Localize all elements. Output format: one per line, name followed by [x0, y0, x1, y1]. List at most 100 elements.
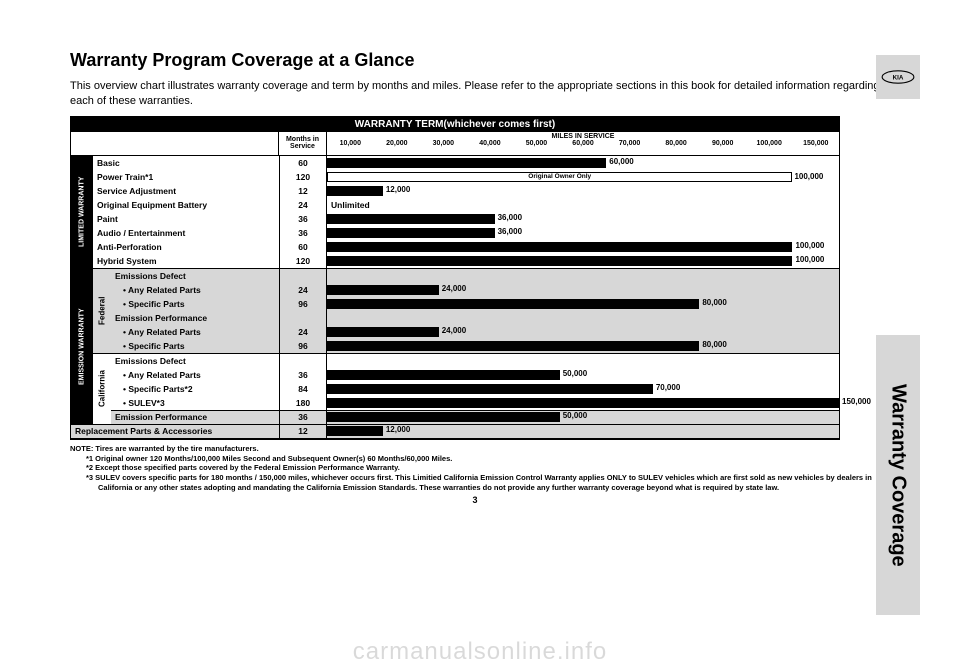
row-label: Anti-Perforation — [93, 242, 279, 252]
months-value: 120 — [279, 170, 327, 184]
bar: 24,000 — [327, 285, 439, 295]
table-row: • Any Related Parts2424,000 — [111, 283, 839, 297]
table-row: • SULEV*3180150,000 — [111, 396, 839, 410]
bar: 24,000 — [327, 327, 439, 337]
federal-section: Federal Emissions Defect • Any Related Pa… — [93, 269, 839, 354]
bar-cell: 24,000 — [327, 326, 839, 338]
table-row: • Specific Parts*284 70,000 — [111, 382, 839, 396]
row-label: Original Equipment Battery — [93, 200, 279, 210]
months-value: 24 — [279, 325, 327, 339]
page-title: Warranty Program Coverage at a Glance — [70, 50, 880, 71]
bar-value: 36,000 — [498, 213, 522, 222]
emission-warranty-section: EMISSION WARRANTY Federal Emissions Defe… — [71, 269, 839, 425]
months-value: 84 — [279, 382, 327, 396]
intro-text: This overview chart illustrates warranty… — [70, 79, 880, 110]
bar-value: 100,000 — [794, 172, 823, 181]
months-value: 36 — [279, 212, 327, 226]
limited-warranty-section: LIMITED WARRANTY Basic6060,000Power Trai… — [71, 156, 839, 269]
bar-value: 50,000 — [563, 411, 587, 420]
row-label: Hybrid System — [93, 256, 279, 266]
row-label: • Any Related Parts — [111, 285, 279, 295]
bar-cell: 80,000 — [327, 340, 839, 352]
table-row: • Any Related Parts2424,000 — [111, 325, 839, 339]
axis-tick: 90,000 — [699, 140, 746, 147]
axis-tick: 150,000 — [792, 140, 839, 147]
axis-ticks: 10,00020,00030,00040,00050,00060,00070,0… — [327, 140, 839, 147]
table-row: Audio / Entertainment3636,000 — [93, 226, 839, 240]
bar: 150,000 — [327, 398, 839, 408]
bar-value: 12,000 — [386, 425, 410, 434]
axis-tick: 70,000 — [606, 140, 653, 147]
unlimited-label: Unlimited — [327, 200, 370, 210]
axis-tick: 10,000 — [327, 140, 374, 147]
table-row: Paint36 36,000 — [93, 212, 839, 226]
subheading-label: Emissions Defect — [111, 271, 279, 281]
bar: 80,000 — [327, 299, 699, 309]
table-row: Emission Performance36 50,000 — [111, 410, 839, 424]
row-label: • Any Related Parts — [111, 370, 279, 380]
svg-text:KIA: KIA — [893, 74, 904, 81]
replacement-row: Replacement Parts & Accessories 12 12,00… — [71, 425, 839, 439]
row-label: Service Adjustment — [93, 186, 279, 196]
table-row: Service Adjustment1212,000 — [93, 184, 839, 198]
bar-value: 24,000 — [442, 284, 466, 293]
bar: 100,000 — [327, 242, 792, 252]
bar-cell: 150,000 — [327, 397, 839, 409]
bar-cell: Original Owner Only100,000 — [327, 171, 839, 183]
bar-value: 80,000 — [702, 298, 726, 307]
side-tab-label: Warranty Coverage — [887, 384, 910, 567]
table-row: • Specific Parts9680,000 — [111, 297, 839, 311]
bar-value: 80,000 — [702, 340, 726, 349]
bar-value: 50,000 — [563, 369, 587, 378]
axis-tick: 20,000 — [374, 140, 421, 147]
bar: 80,000 — [327, 341, 699, 351]
page-number: 3 — [70, 495, 880, 505]
subheading-label: Emission Performance — [111, 313, 279, 323]
row-label: • Specific Parts*2 — [111, 384, 279, 394]
subheading-row: Emissions Defect — [111, 354, 839, 368]
axis-tick: 80,000 — [653, 140, 700, 147]
watermark: carmanualsonline.info — [0, 638, 960, 666]
months-value: 180 — [279, 396, 327, 410]
california-label: California — [93, 354, 111, 424]
notes: NOTE: Tires are warranted by the tire ma… — [70, 444, 880, 493]
california-section: California Emissions Defect• Any Related… — [93, 354, 839, 425]
axis-tick: 40,000 — [467, 140, 514, 147]
months-value: 96 — [279, 297, 327, 311]
bar-cell: 100,000 — [327, 241, 839, 253]
months-header: Months in Service — [279, 132, 327, 155]
bar: 36,000 — [327, 228, 495, 238]
table-row: Original Equipment Battery24Unlimited — [93, 198, 839, 212]
bar: 50,000 — [327, 370, 560, 380]
months-value: 96 — [279, 339, 327, 353]
bar-cell: 12,000 — [327, 185, 839, 197]
table-row: Hybrid System120100,000 — [93, 254, 839, 268]
row-label: Basic — [93, 158, 279, 168]
row-label: Paint — [93, 214, 279, 224]
table-row: • Any Related Parts3650,000 — [111, 368, 839, 382]
months-value: 36 — [279, 410, 327, 424]
bar-cell: 80,000 — [327, 298, 839, 310]
bar: 60,000 — [327, 158, 606, 168]
subheading-row: Emissions Defect — [111, 269, 839, 283]
row-label: Emission Performance — [111, 412, 279, 422]
bar-cell: 70,000 — [327, 383, 839, 395]
federal-label: Federal — [93, 269, 111, 353]
bar-cell: 36,000 — [327, 227, 839, 239]
subheading-row: Emission Performance — [111, 311, 839, 325]
bar-value: 12,000 — [386, 185, 410, 194]
emission-cat-label: EMISSION WARRANTY — [71, 269, 93, 425]
months-value: 36 — [279, 368, 327, 382]
table-row: • Specific Parts9680,000 — [111, 339, 839, 353]
bar: 12,000 — [327, 426, 383, 436]
bar: Original Owner Only100,000 — [327, 172, 792, 182]
side-tab: Warranty Coverage — [876, 335, 920, 615]
bar-cell: 60,000 — [327, 157, 839, 169]
warranty-chart: WARRANTY TERM(whichever comes first) Mon… — [70, 116, 840, 440]
kia-logo: KIA — [876, 55, 920, 99]
months-value: 120 — [279, 254, 327, 268]
row-label: Power Train*1 — [93, 172, 279, 182]
row-label: • SULEV*3 — [111, 398, 279, 408]
bar-value: 70,000 — [656, 383, 680, 392]
table-row: Basic6060,000 — [93, 156, 839, 170]
